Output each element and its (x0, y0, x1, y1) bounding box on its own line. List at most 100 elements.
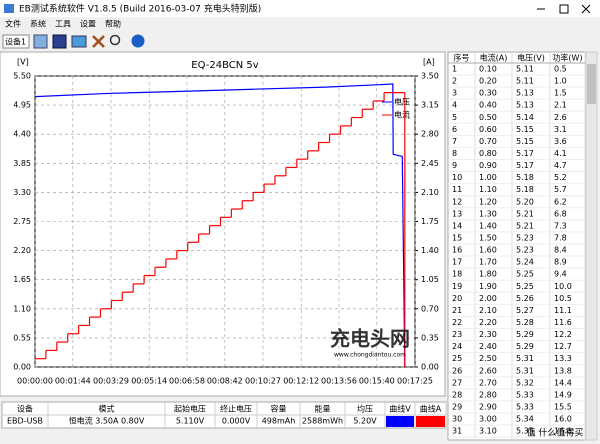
menu-item[interactable]: 设置 (80, 19, 96, 29)
chart: 0.00 0.55 1.10 1.65 2.20 2.75 3.30 3.85 4.40 4.95… (13, 72, 439, 386)
y2-tick-label: 1.40 (421, 246, 439, 255)
device-select[interactable] (2, 34, 30, 49)
cell: 5.32 (516, 378, 534, 387)
y-tick-label: 4.95 (13, 101, 31, 110)
cell: 11 (452, 185, 462, 194)
x-tick-label: 00:00:00 (17, 377, 53, 386)
cell: 0.70 (479, 137, 497, 146)
cell: 5.27 (516, 306, 534, 315)
title-bar (0, 0, 600, 17)
cell: 7.3 (554, 221, 567, 230)
column-header: 曲线V (389, 404, 411, 414)
cell: 5.28 (516, 318, 534, 327)
cell: 1.70 (479, 258, 497, 267)
search-icon[interactable] (109, 34, 121, 46)
cell: 26 (452, 366, 462, 375)
y2-tick-label: 3.50 (421, 72, 439, 81)
open-icon[interactable] (33, 34, 48, 49)
cell: 25 (452, 354, 462, 363)
cell: 7 (452, 137, 457, 146)
cell: 3 (452, 89, 457, 98)
cell: 7.8 (554, 233, 567, 242)
y-tick-label: 3.30 (13, 188, 31, 197)
cell: 2.1 (554, 101, 567, 110)
cell: 19 (452, 282, 462, 291)
scrollbar-thumb[interactable] (587, 64, 596, 104)
y2-tick-label: 1.05 (421, 275, 439, 284)
cell: 2.10 (479, 306, 497, 315)
cell: 5.35 (516, 427, 534, 436)
x-tick-label: 00:13:56 (321, 377, 357, 386)
cell: 5.21 (516, 221, 534, 230)
cell: 12.7 (554, 342, 572, 351)
cell: 5.25 (516, 282, 534, 291)
close-button[interactable] (581, 4, 591, 14)
cell: 3.10 (479, 427, 497, 436)
y-tick-label: 3.85 (13, 159, 31, 168)
curve-color (416, 416, 445, 427)
cell: 2.50 (479, 354, 497, 363)
cell: 2.30 (479, 330, 497, 339)
cell: 5.33 (516, 390, 534, 399)
tools-icon[interactable] (92, 35, 105, 48)
cell: 5.17 (516, 149, 534, 158)
y-tick-label: 4.40 (13, 130, 31, 139)
x-tick-label: 00:01:44 (55, 377, 91, 386)
chart-icon[interactable] (71, 35, 87, 48)
column-header: 能量 (315, 404, 331, 414)
y2-tick-label: 1.75 (421, 217, 439, 226)
series-line (34, 83, 406, 368)
cell: 5.20 (516, 197, 534, 206)
cell: 11.6 (554, 318, 572, 327)
info-icon[interactable] (131, 34, 145, 48)
cell: 20 (452, 294, 462, 303)
cell: 5.2 (554, 173, 567, 182)
column-header: 电流(A) (480, 53, 508, 63)
cell: 1.60 (479, 246, 497, 255)
cell: 14.4 (554, 378, 572, 387)
app-icon (4, 4, 14, 13)
cell: 0.50 (479, 113, 497, 122)
cell: 3.6 (554, 137, 567, 146)
cell: 5.11 (516, 77, 534, 86)
scrollbar[interactable] (585, 51, 598, 441)
y-tick-label: 0.55 (13, 333, 31, 342)
menu-item[interactable]: 帮助 (105, 19, 121, 29)
window-title: EB测试系统软件 V1.8.5 (Build 2016-03-07 充电头特别版… (19, 3, 261, 15)
cell: 2.40 (479, 342, 497, 351)
menu-item[interactable]: 文件 (5, 19, 21, 29)
column-header: 容量 (271, 404, 287, 414)
device-select-text[interactable]: 设备1 (5, 37, 26, 47)
cell: 5 (452, 113, 457, 122)
cell: 1.50 (479, 233, 497, 242)
save-icon[interactable] (52, 34, 67, 49)
cell: 5.31 (516, 366, 534, 375)
cell: 2.6 (554, 113, 567, 122)
cell: 1.80 (479, 270, 497, 279)
cell: 18 (452, 270, 462, 279)
cell: 2.90 (479, 402, 497, 411)
legend-label: 电流 (394, 110, 410, 120)
maximize-button[interactable] (559, 4, 569, 14)
cell: 8.9 (554, 258, 567, 267)
menu-item[interactable]: 系统 (30, 19, 46, 29)
menu-item[interactable]: 工具 (55, 20, 71, 29)
column-header: 序号 (454, 53, 470, 63)
cell: 29 (452, 402, 462, 411)
cell: 23 (452, 330, 462, 339)
x-tick-label: 00:12:12 (283, 377, 319, 386)
y2-tick-label: 0.35 (421, 333, 439, 342)
cell: 4 (452, 101, 457, 110)
cell: 1.00 (479, 173, 497, 182)
cell: 5.11 (516, 65, 534, 74)
cell: 0.10 (479, 65, 497, 74)
cell: 0.90 (479, 161, 497, 170)
cell: 14.9 (554, 390, 572, 399)
cell: 5.26 (516, 294, 534, 303)
cell: 2 (452, 77, 457, 86)
y-tick-label: 0.00 (13, 363, 31, 372)
y2-tick-label: 0.00 (421, 363, 439, 372)
readings: 序号 电流(A) 电压(V) 功率(W) 1 0.10 5.11 0.5 2 0.20 5.11 1.… (448, 52, 586, 440)
cell: 5.33 (516, 402, 534, 411)
